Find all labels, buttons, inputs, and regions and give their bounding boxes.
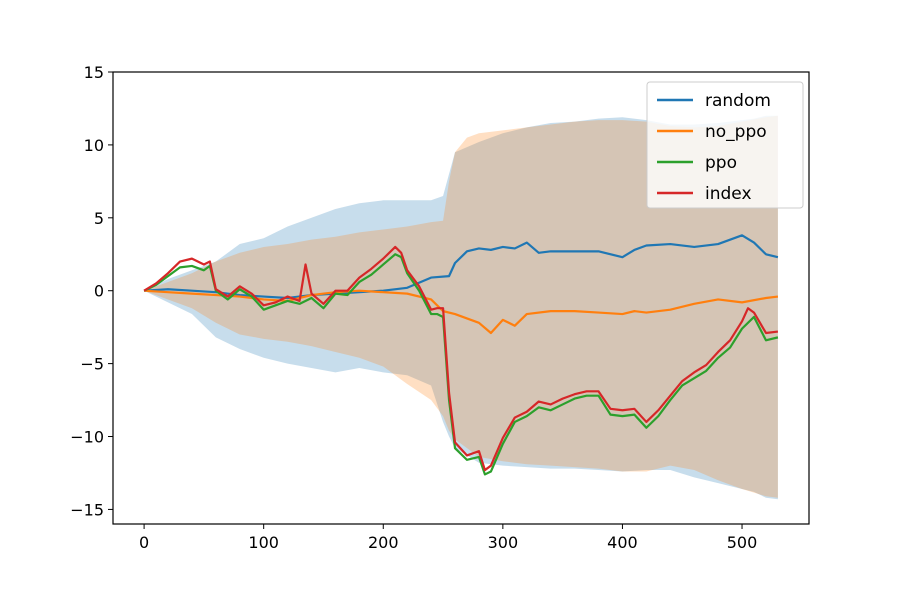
x-tick-label: 100 xyxy=(248,533,279,552)
series-line-random xyxy=(144,234,779,300)
x-tick-label: 500 xyxy=(727,533,758,552)
series-line-index xyxy=(143,245,779,472)
y-axis-ticks: −15 −10 −5 0 5 10 15 xyxy=(70,63,113,519)
y-tick-label: 15 xyxy=(84,63,104,82)
y-tick-label: −15 xyxy=(70,500,104,519)
x-tick-label: 0 xyxy=(139,533,149,552)
y-tick-label: 10 xyxy=(84,136,104,155)
y-tick-label: −5 xyxy=(80,355,104,374)
legend-label-index: index xyxy=(705,184,752,204)
legend-label-ppo: ppo xyxy=(705,153,737,173)
y-tick-label: −10 xyxy=(70,428,104,447)
legend-label-random: random xyxy=(705,91,771,111)
band-no-ppo xyxy=(144,115,778,498)
legend-box xyxy=(646,81,804,209)
series-lines xyxy=(143,234,779,476)
x-axis-ticks: 0 100 200 300 400 500 xyxy=(139,524,757,552)
x-tick-label: 300 xyxy=(488,533,519,552)
series-line-no-ppo xyxy=(144,289,779,335)
x-tick-label: 200 xyxy=(368,533,399,552)
legend-label-no-ppo: no_ppo xyxy=(705,122,767,142)
axes-frame xyxy=(112,71,810,525)
x-tick-label: 400 xyxy=(607,533,638,552)
band-random xyxy=(144,115,778,500)
y-tick-label: 5 xyxy=(94,209,104,228)
y-tick-label: 0 xyxy=(94,282,104,301)
confidence-bands xyxy=(144,115,778,500)
